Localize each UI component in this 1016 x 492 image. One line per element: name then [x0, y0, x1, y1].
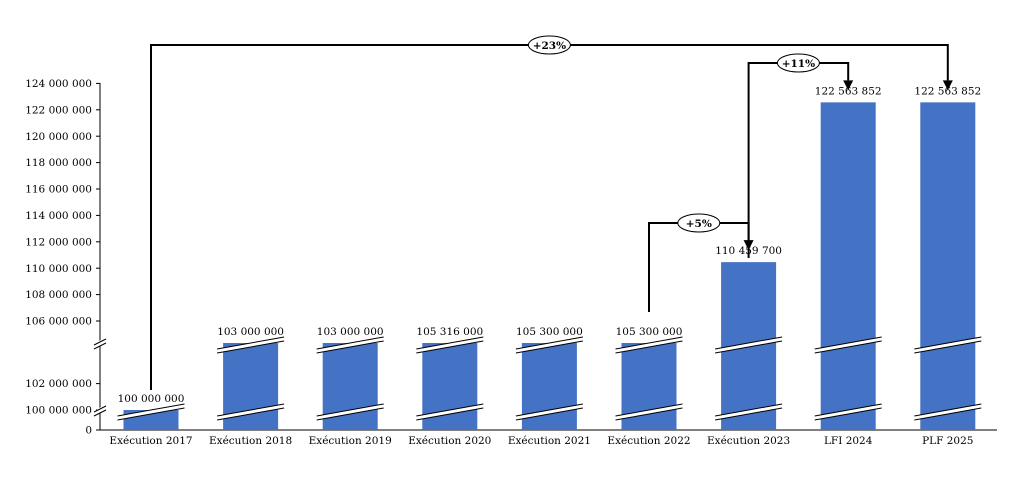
category-label: Exécution 2020	[408, 435, 491, 447]
y-tick-label: 114 000 000	[25, 210, 92, 222]
category-label: Exécution 2023	[707, 435, 790, 447]
category-label: Exécution 2017	[109, 435, 192, 447]
y-tick-label: 116 000 000	[25, 184, 92, 196]
y-tick-label: 122 000 000	[25, 104, 92, 116]
category-label: Exécution 2022	[607, 435, 690, 447]
y-tick-label: 0	[85, 425, 92, 437]
data-label: 103 000 000	[317, 326, 384, 338]
growth-label: +23%	[533, 40, 566, 52]
y-tick-label: 124 000 000	[25, 78, 92, 90]
category-labels: Exécution 2017 Exécution 2018 Exécution 20…	[109, 435, 973, 447]
y-tick-label: 112 000 000	[25, 236, 92, 248]
y-tick-label: 102 000 000	[25, 378, 92, 390]
bar	[920, 102, 975, 430]
category-label: PLF 2025	[922, 435, 973, 447]
category-label: Exécution 2018	[209, 435, 292, 447]
bars	[118, 102, 982, 430]
category-label: Exécution 2021	[508, 435, 591, 447]
y-tick-label: 110 000 000	[25, 263, 92, 275]
y-tick-label: 108 000 000	[25, 289, 92, 301]
y-tick-label: 100 000 000	[25, 405, 92, 417]
data-label: 105 300 000	[616, 326, 683, 338]
category-label: Exécution 2019	[309, 435, 392, 447]
data-label: 105 316 000	[416, 326, 483, 338]
growth-label: +11%	[782, 58, 815, 70]
data-label: 100 000 000	[118, 393, 185, 405]
bar	[821, 102, 876, 430]
y-tick-label: 118 000 000	[25, 157, 92, 169]
growth-label: +5%	[686, 218, 712, 230]
y-tick-label: 120 000 000	[25, 131, 92, 143]
data-label: 103 000 000	[217, 326, 284, 338]
y-tick-label: 106 000 000	[25, 316, 92, 328]
data-label: 105 300 000	[516, 326, 583, 338]
category-label: LFI 2024	[824, 435, 873, 447]
